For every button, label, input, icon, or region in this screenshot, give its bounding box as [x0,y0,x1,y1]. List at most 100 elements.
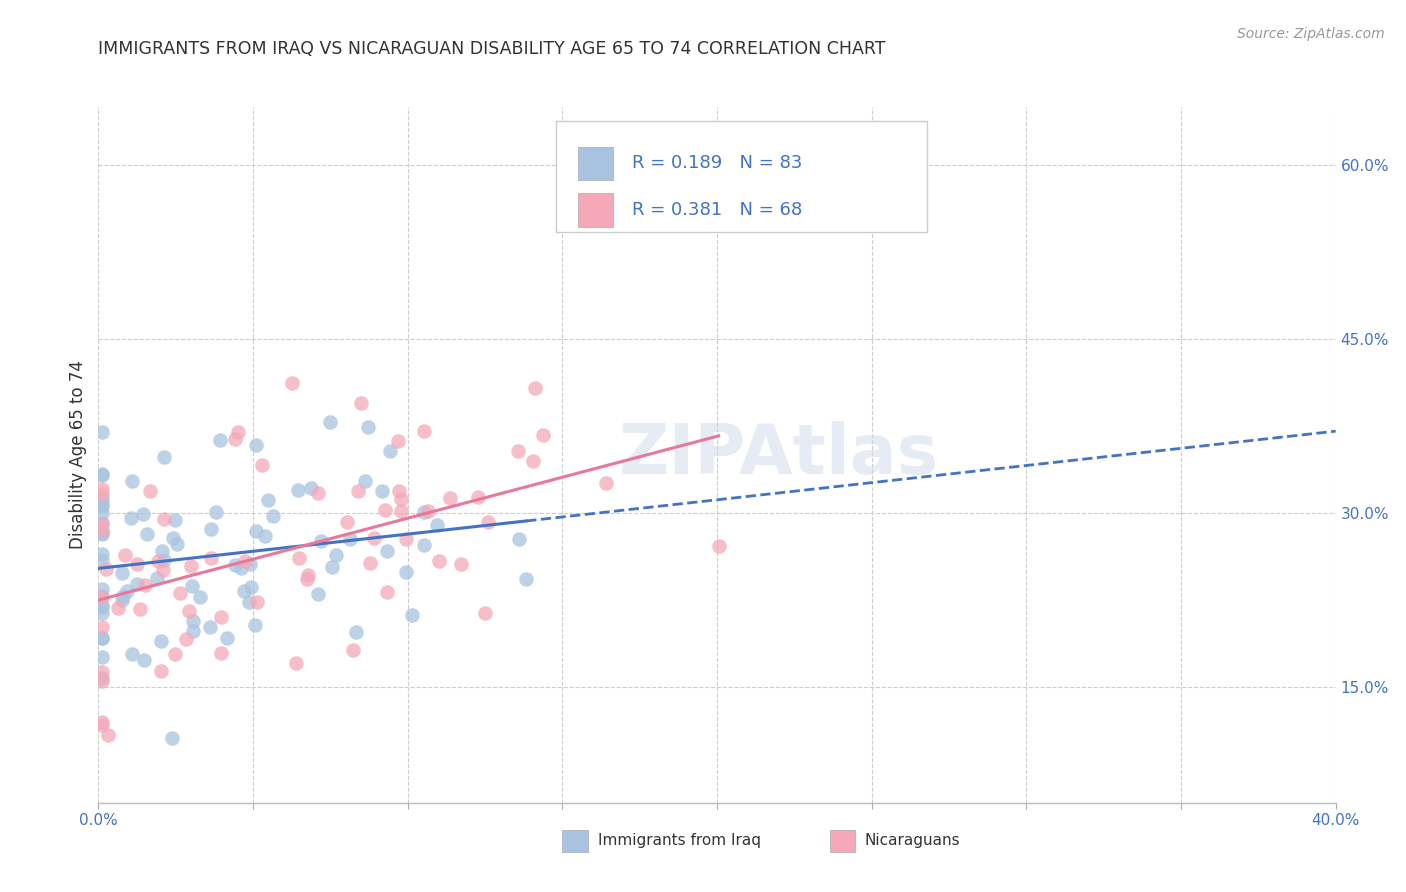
Point [114,549,136,563]
Point [146,571,169,585]
Point [412,424,434,438]
Point [163,513,186,527]
Point [180,559,202,574]
Point [245,524,267,539]
Text: R = 0.189   N = 83: R = 0.189 N = 83 [631,154,801,172]
Point [149,634,172,648]
Point [240,581,263,595]
Point [150,544,173,558]
Point [342,643,364,657]
Point [174,632,197,647]
Point [90,552,112,566]
Point [239,558,262,572]
Point [413,505,436,519]
Point [90,606,112,620]
Point [125,577,148,591]
Point [97,728,120,742]
Point [416,504,439,518]
Point [301,481,323,495]
Point [90,591,112,605]
Point [307,587,329,601]
Point [90,600,112,615]
Point [132,507,155,521]
Point [90,517,112,532]
Point [90,482,112,496]
Point [90,631,112,645]
Point [115,583,138,598]
Point [153,512,176,526]
Point [353,474,375,488]
Point [90,523,112,537]
Point [245,437,267,451]
Point [209,610,232,624]
Text: Source: ZipAtlas.com: Source: ZipAtlas.com [1237,27,1385,41]
Point [531,427,554,442]
Point [90,599,112,613]
Point [387,434,409,449]
Point [160,731,183,745]
Point [238,595,260,609]
Point [152,450,174,464]
Point [200,550,222,565]
Point [281,376,304,390]
Point [149,664,172,678]
Point [412,538,434,552]
Point [388,484,411,499]
Point [375,585,398,599]
Point [378,444,401,458]
Point [120,510,142,524]
Point [90,589,112,603]
Point [90,665,112,680]
Point [474,606,496,620]
Point [111,593,134,607]
Point [347,484,370,499]
Point [163,647,186,661]
Point [295,572,318,586]
FancyBboxPatch shape [557,121,928,232]
Text: IMMIGRANTS FROM IRAQ VS NICARAGUAN DISABILITY AGE 65 TO 74 CORRELATION CHART: IMMIGRANTS FROM IRAQ VS NICARAGUAN DISAB… [98,40,886,58]
Point [90,718,112,732]
Point [374,503,396,517]
Point [204,505,226,519]
Point [297,568,319,582]
Point [439,491,461,505]
Point [112,590,135,604]
Point [153,553,176,567]
Point [166,537,188,551]
Point [246,595,269,609]
Point [90,506,112,520]
Point [344,625,367,640]
Point [148,554,170,568]
Point [467,490,489,504]
Point [180,579,202,593]
Point [90,497,112,511]
Point [309,534,332,549]
Point [401,607,423,622]
Point [370,483,392,498]
Point [125,558,148,572]
Point [257,492,280,507]
Point [375,543,398,558]
Point [389,504,412,518]
Point [200,522,222,536]
Point [287,483,309,497]
Point [91,425,114,440]
Point [395,566,418,580]
Point [209,646,232,660]
Point [90,467,112,482]
Point [287,550,309,565]
Point [90,631,112,645]
Point [429,554,451,568]
Point [90,582,112,597]
Point [224,558,246,572]
Point [90,547,112,561]
Point [90,467,112,482]
Point [94,562,117,576]
Point [90,516,112,530]
Point [132,653,155,667]
Point [90,492,112,507]
Point [508,532,530,546]
Point [90,674,112,689]
Point [107,601,129,615]
Y-axis label: Disability Age 65 to 74: Disability Age 65 to 74 [69,360,87,549]
